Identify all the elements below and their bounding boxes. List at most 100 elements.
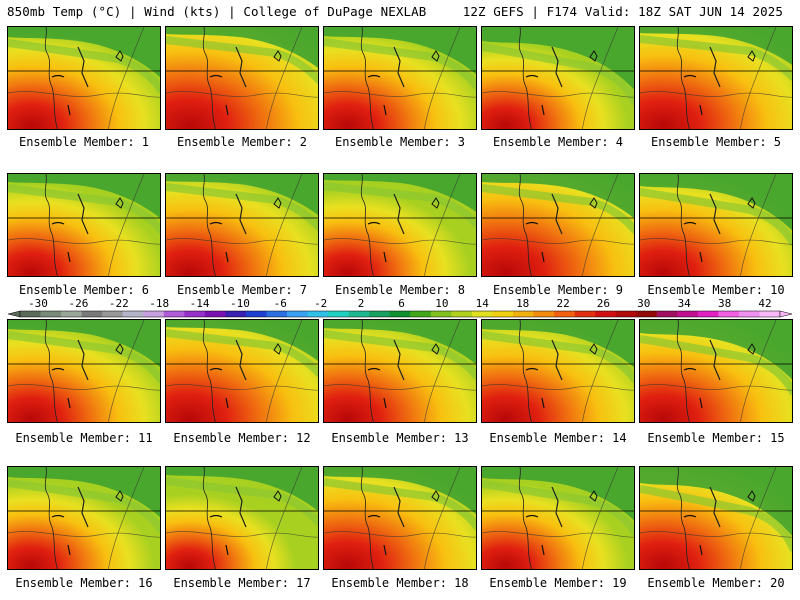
temperature-field <box>482 320 634 422</box>
color-scale-swatch <box>471 311 493 317</box>
ensemble-member-label: Ensemble Member: 17 <box>173 576 311 590</box>
cool-airmass-shading <box>8 27 160 78</box>
color-scale-swatch <box>20 311 41 317</box>
color-scale-swatch <box>533 311 555 317</box>
temperature-field <box>324 467 476 569</box>
ensemble-member-label: Ensemble Member: 8 <box>334 283 466 297</box>
temperature-field <box>166 174 318 276</box>
color-scale-swatch <box>492 311 514 317</box>
cool-airmass-shading <box>324 27 476 75</box>
temperature-field <box>640 174 792 276</box>
temperature-field <box>324 320 476 422</box>
ensemble-member-label: Ensemble Member: 10 <box>647 283 785 297</box>
color-scale-swatch <box>225 311 247 317</box>
ensemble-member-label: Ensemble Member: 13 <box>331 431 469 445</box>
ensemble-member-label: Ensemble Member: 9 <box>492 283 624 297</box>
temperature-field <box>8 174 160 276</box>
cool-airmass-shading <box>640 467 792 536</box>
cool-airmass-shading <box>166 320 318 361</box>
temperature-field <box>324 174 476 276</box>
color-scale-swatch <box>122 311 144 317</box>
ensemble-member-map <box>165 173 319 277</box>
ensemble-member-label: Ensemble Member: 3 <box>334 135 466 149</box>
cool-airmass-shading <box>324 320 476 365</box>
ensemble-member-map <box>639 319 793 423</box>
cool-airmass-shading <box>482 320 634 368</box>
temperature-field <box>166 27 318 129</box>
color-scale-swatch <box>615 311 637 317</box>
temperature-field <box>8 320 160 422</box>
cool-airmass-shading <box>8 320 160 368</box>
color-scale-swatch <box>163 311 185 317</box>
color-scale-tick-label: -2 <box>314 297 328 310</box>
color-scale-tick-label: 42 <box>758 297 772 310</box>
color-scale-tick-label: -6 <box>273 297 287 310</box>
ensemble-member-map <box>323 173 477 277</box>
color-scale-tick-label: -18 <box>149 297 170 310</box>
color-scale-swatch <box>204 311 226 317</box>
color-scale-swatch <box>759 311 781 317</box>
ensemble-member-label: Ensemble Member: 7 <box>176 283 308 297</box>
color-scale-swatch <box>81 311 103 317</box>
ensemble-member-label: Ensemble Member: 1 <box>18 135 150 149</box>
color-scale-swatch <box>636 311 658 317</box>
temperature-field <box>166 320 318 422</box>
ensemble-member-label: Ensemble Member: 15 <box>647 431 785 445</box>
color-scale-swatch <box>328 311 349 317</box>
color-scale-swatch <box>61 311 82 317</box>
color-scale-swatch <box>430 311 452 317</box>
temperature-field <box>482 467 634 569</box>
ensemble-member-map <box>7 173 161 277</box>
ensemble-member-map <box>481 173 635 277</box>
color-scale-tick-label: -22 <box>108 297 129 310</box>
color-scale-swatch <box>410 311 432 317</box>
color-scale-tick-label: 22 <box>556 297 570 310</box>
cool-airmass-shading <box>482 174 634 219</box>
color-scale-tick-label: 2 <box>357 297 365 310</box>
ensemble-member-label: Ensemble Member: 6 <box>18 283 150 297</box>
ensemble-member-map <box>639 466 793 570</box>
cool-airmass-shading <box>640 27 792 65</box>
cool-airmass-shading <box>482 467 634 521</box>
color-scale-swatch <box>595 311 616 317</box>
cool-airmass-shading <box>640 174 792 231</box>
temperature-field <box>8 27 160 129</box>
ensemble-member-map <box>639 173 793 277</box>
cool-airmass-shading <box>166 27 318 68</box>
temperature-field <box>324 27 476 129</box>
temperature-field <box>640 467 792 569</box>
color-scale-swatch <box>307 311 329 317</box>
color-scale-swatch <box>451 311 473 317</box>
ensemble-member-map <box>639 26 793 130</box>
temperature-field <box>166 467 318 569</box>
temperature-field <box>640 320 792 422</box>
ensemble-member-label: Ensemble Member: 16 <box>15 576 153 590</box>
color-scale-tick-label: 34 <box>677 297 691 310</box>
color-scale-swatch <box>389 311 411 317</box>
ensemble-member-map <box>481 26 635 130</box>
ensemble-member-label: Ensemble Member: 5 <box>650 135 782 149</box>
ensemble-member-map <box>7 466 161 570</box>
color-scale-swatch <box>656 311 678 317</box>
ensemble-member-map <box>165 319 319 423</box>
color-scale-swatch <box>512 311 534 317</box>
ensemble-member-label: Ensemble Member: 14 <box>489 431 627 445</box>
cool-airmass-shading <box>324 174 476 212</box>
color-scale-swatch <box>574 311 596 317</box>
color-scale-swatch <box>554 311 575 317</box>
map-title: 850mb Temp (°C) | Wind (kts) | College o… <box>7 4 427 19</box>
ensemble-member-label: Ensemble Member: 20 <box>647 576 785 590</box>
ensemble-member-map <box>165 466 319 570</box>
ensemble-member-map <box>323 319 477 423</box>
color-scale-tick-label: 18 <box>516 297 530 310</box>
ensemble-member-map <box>7 319 161 423</box>
color-scale-swatch <box>266 311 288 317</box>
color-scale-swatch <box>102 311 123 317</box>
temperature-color-scale <box>7 310 793 318</box>
ensemble-member-map <box>7 26 161 130</box>
cool-airmass-shading <box>640 320 792 380</box>
temperature-field <box>8 467 160 569</box>
ensemble-member-map <box>165 26 319 130</box>
cool-airmass-shading <box>166 467 318 512</box>
color-scale-swatch <box>184 311 206 317</box>
